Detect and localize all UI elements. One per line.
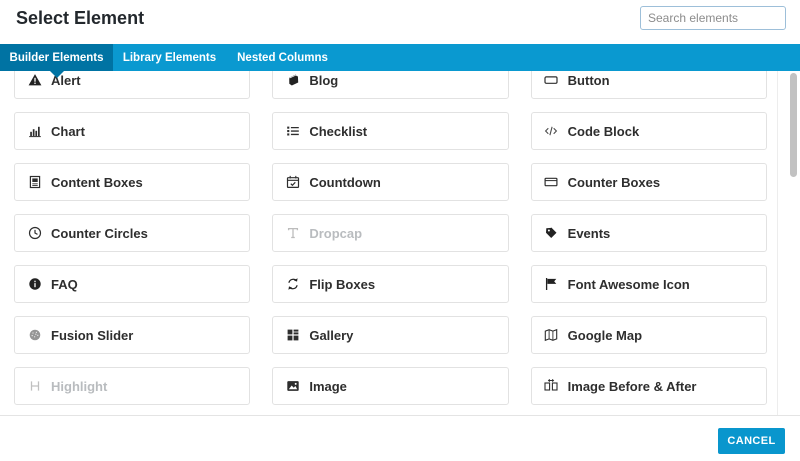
element-label: Counter Boxes	[567, 174, 661, 190]
element-label: Blog	[309, 72, 339, 88]
button-icon	[544, 73, 559, 87]
flag-icon	[544, 277, 559, 291]
element-label: Button	[567, 72, 610, 88]
cancel-button[interactable]: CANCEL	[718, 428, 785, 454]
elements-grid: Alert Blog Button Chart Checklist Code Block C…	[14, 71, 767, 405]
element-countdown[interactable]: Countdown	[272, 163, 509, 201]
element-label: Flip Boxes	[309, 276, 376, 292]
content-boxes-icon	[27, 175, 42, 189]
highlight-icon	[27, 379, 42, 393]
page-title: Select Element	[16, 8, 145, 28]
element-label: Counter Circles	[51, 225, 148, 241]
element-button[interactable]: Button	[530, 71, 767, 99]
element-label: Image Before & After	[567, 378, 697, 394]
tab-bar: Builder Elements Library Elements Nested C…	[0, 44, 800, 78]
gallery-icon	[285, 328, 300, 342]
element-label: Content Boxes	[51, 174, 143, 190]
element-faq[interactable]: FAQ	[14, 265, 251, 303]
element-counter-circles[interactable]: Counter Circles	[14, 214, 251, 252]
google-map-icon	[544, 328, 559, 342]
element-blog[interactable]: Blog	[272, 71, 509, 99]
element-label: Checklist	[309, 123, 368, 139]
element-label: Font Awesome Icon	[567, 276, 690, 292]
dialog-footer: CANCEL	[0, 415, 800, 461]
scrollbar-thumb[interactable]	[790, 73, 797, 177]
element-events[interactable]: Events	[530, 214, 767, 252]
element-image[interactable]: Image	[272, 367, 509, 405]
element-flip-boxes[interactable]: Flip Boxes	[272, 265, 509, 303]
element-content-boxes[interactable]: Content Boxes	[14, 163, 251, 201]
fusion-slider-icon	[27, 328, 42, 342]
dropcap-icon	[285, 226, 300, 240]
element-label: Gallery	[309, 327, 354, 343]
element-dropcap: Dropcap	[272, 214, 509, 252]
flip-boxes-icon	[285, 277, 300, 291]
elements-panel: Alert Blog Button Chart Checklist Code Block C…	[0, 71, 800, 415]
counter-circles-icon	[27, 226, 42, 240]
chart-icon	[27, 124, 42, 138]
checklist-icon	[285, 124, 300, 138]
element-label: Chart	[51, 123, 85, 139]
element-label: Fusion Slider	[51, 327, 134, 343]
faq-info-icon	[27, 277, 42, 291]
element-counter-boxes[interactable]: Counter Boxes	[530, 163, 767, 201]
element-label: Code Block	[567, 123, 640, 139]
events-tag-icon	[544, 226, 559, 240]
image-icon	[285, 379, 300, 393]
element-checklist[interactable]: Checklist	[272, 112, 509, 150]
element-label: FAQ	[51, 276, 78, 292]
element-label: Countdown	[309, 174, 381, 190]
counter-boxes-icon	[544, 175, 559, 189]
element-gallery[interactable]: Gallery	[272, 316, 509, 354]
search-input[interactable]	[640, 6, 786, 30]
element-image-before-after[interactable]: Image Before & After	[530, 367, 767, 405]
tab-nested-columns[interactable]: Nested Columns	[237, 51, 328, 64]
blog-icon	[285, 73, 300, 87]
element-google-map[interactable]: Google Map	[530, 316, 767, 354]
image-before-after-icon	[544, 379, 559, 393]
element-label: Events	[567, 225, 611, 241]
alert-icon	[27, 73, 42, 87]
panel-edge-divider	[777, 71, 778, 415]
element-chart[interactable]: Chart	[14, 112, 251, 150]
code-block-icon	[544, 124, 559, 138]
element-label: Image	[309, 378, 347, 394]
element-code-block[interactable]: Code Block	[530, 112, 767, 150]
element-fusion-slider[interactable]: Fusion Slider	[14, 316, 251, 354]
tab-builder-elements[interactable]: Builder Elements	[0, 44, 113, 78]
element-font-awesome-icon[interactable]: Font Awesome Icon	[530, 265, 767, 303]
element-label: Highlight	[51, 378, 108, 394]
element-label: Google Map	[567, 327, 643, 343]
element-label: Dropcap	[309, 225, 363, 241]
countdown-icon	[285, 175, 300, 189]
tab-library-elements[interactable]: Library Elements	[122, 51, 217, 64]
dialog-header: Select Element	[0, 0, 800, 44]
element-highlight: Highlight	[14, 367, 251, 405]
